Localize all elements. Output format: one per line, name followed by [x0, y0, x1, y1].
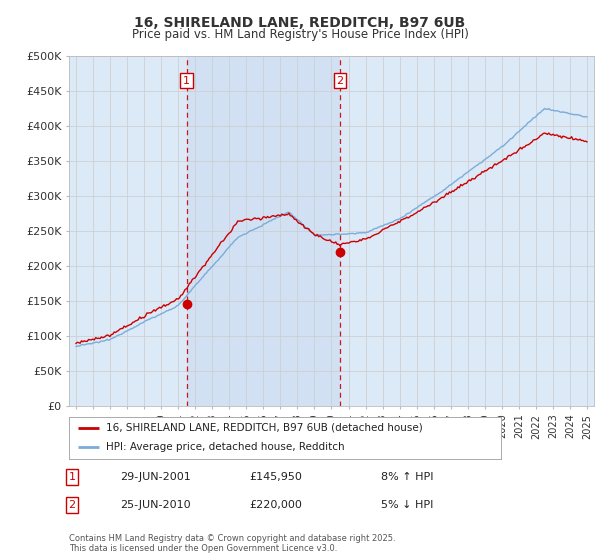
Text: HPI: Average price, detached house, Redditch: HPI: Average price, detached house, Redd…: [106, 442, 344, 452]
Text: Price paid vs. HM Land Registry's House Price Index (HPI): Price paid vs. HM Land Registry's House …: [131, 28, 469, 41]
Text: 16, SHIRELAND LANE, REDDITCH, B97 6UB (detached house): 16, SHIRELAND LANE, REDDITCH, B97 6UB (d…: [106, 423, 422, 433]
Text: 8% ↑ HPI: 8% ↑ HPI: [381, 472, 433, 482]
Text: 1: 1: [68, 472, 76, 482]
Text: 29-JUN-2001: 29-JUN-2001: [120, 472, 191, 482]
Text: 5% ↓ HPI: 5% ↓ HPI: [381, 500, 433, 510]
Text: Contains HM Land Registry data © Crown copyright and database right 2025.
This d: Contains HM Land Registry data © Crown c…: [69, 534, 395, 553]
Text: 2: 2: [337, 76, 344, 86]
Text: 16, SHIRELAND LANE, REDDITCH, B97 6UB: 16, SHIRELAND LANE, REDDITCH, B97 6UB: [134, 16, 466, 30]
Text: 1: 1: [183, 76, 190, 86]
Text: 2: 2: [68, 500, 76, 510]
Bar: [187, 56, 340, 406]
Text: £145,950: £145,950: [249, 472, 302, 482]
Text: £220,000: £220,000: [249, 500, 302, 510]
Text: 25-JUN-2010: 25-JUN-2010: [120, 500, 191, 510]
